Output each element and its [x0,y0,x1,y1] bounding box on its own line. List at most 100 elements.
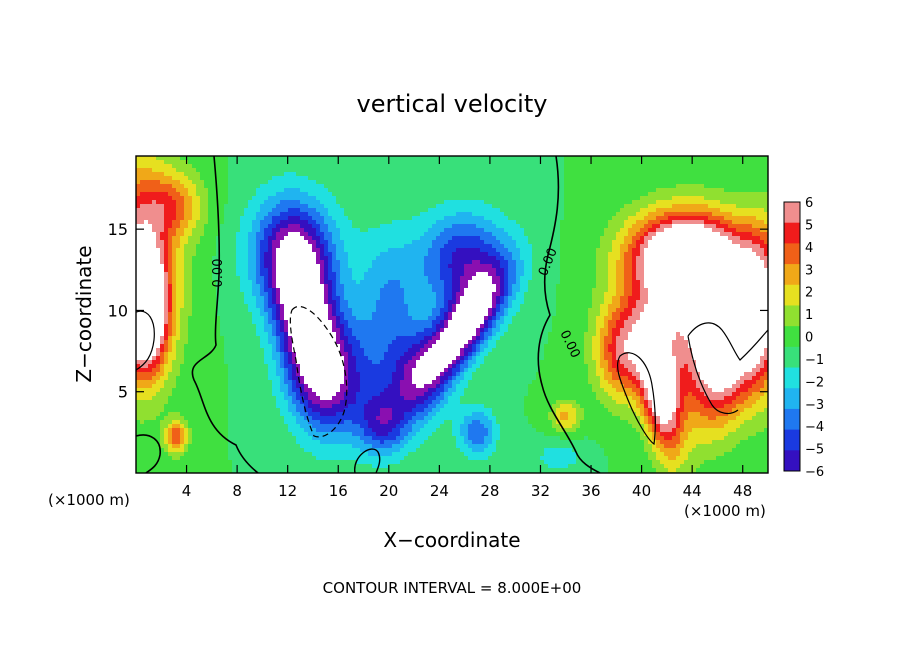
heatmap-cell [628,156,633,161]
heatmap-cell [676,156,681,161]
heatmap-cell [740,168,745,173]
heatmap-cell [236,156,241,161]
heatmap-cell [448,224,453,229]
heatmap-cell [456,268,461,273]
heatmap-cell [296,260,301,265]
heatmap-cell [368,160,373,165]
heatmap-cell [232,232,237,237]
heatmap-cell [648,224,653,229]
heatmap-cell [620,160,625,165]
heatmap-cell [520,272,525,277]
heatmap-cell [408,276,413,281]
heatmap-cell [240,272,245,277]
heatmap-cell [376,180,381,185]
heatmap-cell [344,272,349,277]
heatmap-cell [332,272,337,277]
heatmap-cell [756,160,761,165]
heatmap-cell [164,248,169,253]
heatmap-cell [596,276,601,281]
heatmap-cell [616,248,621,253]
heatmap-cell [744,228,749,233]
heatmap-cell [336,168,341,173]
heatmap-cell [764,232,768,237]
heatmap-cell [344,264,349,269]
heatmap-cell [312,224,317,229]
heatmap-cell [276,216,281,221]
heatmap-cell [208,164,213,169]
heatmap-cell [180,156,185,161]
heatmap-cell [228,260,233,265]
heatmap-cell [604,220,609,225]
heatmap-cell [296,180,301,185]
heatmap-cell [616,228,621,233]
heatmap-cell [432,252,437,257]
heatmap-cell [580,180,585,185]
heatmap-cell [592,268,597,273]
heatmap-cell [224,188,229,193]
heatmap-cell [716,156,721,161]
heatmap-cell [688,220,693,225]
heatmap-cell [452,260,457,265]
heatmap-cell [140,160,145,165]
heatmap-cell [156,184,161,189]
heatmap-cell [216,172,221,177]
heatmap-cell [604,260,609,265]
heatmap-cell [672,212,677,217]
heatmap-cell [452,156,457,161]
heatmap-cell [612,156,617,161]
heatmap-cell [576,244,581,249]
heatmap-cell [660,188,665,193]
heatmap-cell [536,156,541,161]
heatmap-cell [512,228,517,233]
heatmap-cell [592,160,597,165]
heatmap-cell [440,248,445,253]
heatmap-cell [656,236,661,241]
heatmap-cell [240,164,245,169]
heatmap-cell [228,256,233,261]
heatmap-cell [256,160,261,165]
heatmap-cell [644,184,649,189]
heatmap-cell [176,192,181,197]
heatmap-cell [620,236,625,241]
heatmap-cell [300,224,305,229]
heatmap-cell [740,192,745,197]
heatmap-cell [156,216,161,221]
heatmap-cell [704,232,709,237]
heatmap-cell [308,188,313,193]
heatmap-cell [644,200,649,205]
heatmap-cell [516,244,521,249]
heatmap-cell [552,244,557,249]
heatmap-cell [316,208,321,213]
heatmap-cell [228,196,233,201]
heatmap-cell [336,176,341,181]
heatmap-cell [160,276,165,281]
heatmap-cell [248,260,253,265]
heatmap-cell [476,188,481,193]
heatmap-cell [696,228,701,233]
heatmap-cell [428,168,433,173]
heatmap-cell [652,160,657,165]
heatmap-cell [204,168,209,173]
heatmap-cell [444,188,449,193]
heatmap-cell [464,240,469,245]
heatmap-cell [308,216,313,221]
heatmap-cell [652,176,657,181]
heatmap-cell [472,268,477,273]
heatmap-cell [152,220,157,225]
heatmap-cell [360,168,365,173]
heatmap-cell [540,268,545,273]
heatmap-cell [424,248,429,253]
heatmap-cell [212,212,217,217]
heatmap-cell [708,200,713,205]
heatmap-cell [684,236,689,241]
heatmap-cell [404,164,409,169]
heatmap-cell [492,200,497,205]
heatmap-cell [636,208,641,213]
heatmap-cell [368,272,373,277]
heatmap-cell [184,164,189,169]
heatmap-cell [712,200,717,205]
heatmap-cell [416,200,421,205]
heatmap-cell [476,252,481,257]
heatmap-cell [540,220,545,225]
heatmap-cell [764,272,768,277]
